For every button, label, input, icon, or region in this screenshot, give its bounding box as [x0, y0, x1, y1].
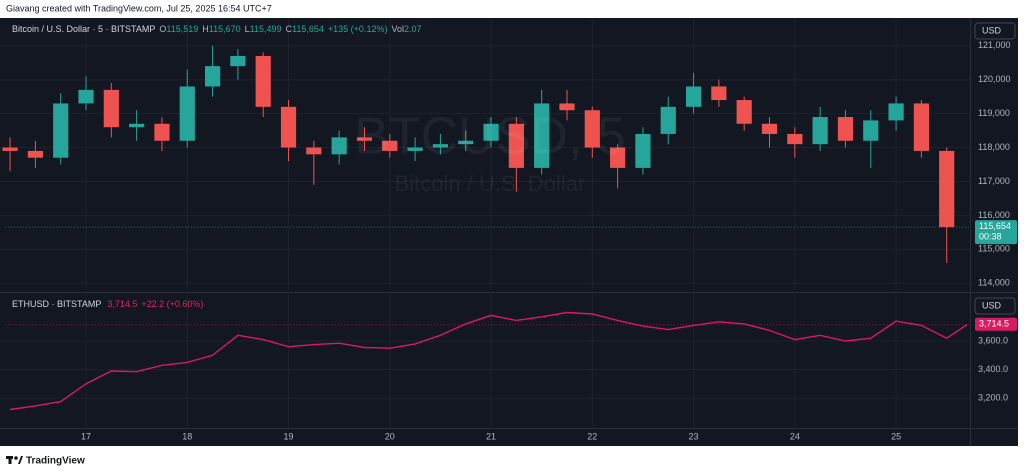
y-tick-label: 117,000: [978, 176, 1010, 186]
x-tick-label: 19: [284, 431, 294, 441]
candle-body: [432, 144, 449, 148]
y-tick-label: 118,000: [978, 142, 1010, 152]
x-tick-label: 24: [790, 431, 800, 441]
candle-body: [255, 55, 271, 107]
legend-change: +22.2 (+0.60%): [141, 299, 203, 309]
currency-button: [974, 22, 1016, 40]
candle-body: [483, 123, 499, 141]
legend-symbol: Bitcoin / U.S. Dollar · 5 · BITSTAMP: [12, 24, 155, 34]
candle-body: [863, 120, 879, 141]
candle-body: [382, 140, 398, 151]
legend-key: H: [202, 24, 209, 34]
x-tick-label: 20: [385, 431, 395, 441]
candle-body: [559, 103, 575, 111]
candle-body: [812, 117, 828, 145]
x-tick-label: 21: [486, 431, 496, 441]
candle-body: [407, 147, 423, 151]
candle-body: [154, 123, 170, 141]
x-tick-label: 23: [689, 431, 699, 441]
countdown: 00:38: [979, 231, 1002, 241]
x-tick-label: 18: [182, 431, 192, 441]
candle-body: [306, 147, 322, 155]
y-tick-label: 3,600.0: [978, 335, 1008, 345]
candle-body: [939, 150, 955, 228]
candle-body: [736, 100, 752, 124]
candle-body: [837, 117, 854, 141]
chart-background: [0, 18, 1018, 446]
brand-logo: [6, 456, 23, 464]
last-price-label: 3,714.5: [979, 319, 1009, 329]
y-tick-label: 115,000: [978, 244, 1010, 254]
candle-body: [610, 147, 626, 168]
candle-body: [53, 103, 69, 158]
candle-body: [280, 106, 297, 148]
candle-body: [635, 133, 651, 168]
pane: [0, 293, 970, 428]
candle-body: [179, 86, 195, 141]
candle-body: [204, 66, 221, 87]
legend: ETHUSD · BITSTAMP 3,714.5 +22.2 (+0.60%): [12, 299, 203, 309]
pane: [0, 18, 970, 290]
brand-name: TradingView: [26, 456, 85, 467]
candle-body: [761, 123, 778, 134]
legend-value: 115,654: [292, 24, 324, 34]
credit: Giavang created with TradingView.com, Ju…: [6, 3, 272, 13]
candle-body: [913, 103, 929, 151]
x-tick-label: 17: [81, 431, 91, 441]
legend-value: 2.07: [404, 24, 422, 34]
legend-key: O: [159, 24, 166, 34]
y-tick-label: 114,000: [978, 278, 1010, 288]
candle-body: [331, 137, 347, 155]
currency-label: USD: [982, 25, 1002, 35]
candle-body: [534, 103, 550, 168]
watermark-ticker: BTCUSD, 5: [354, 108, 626, 166]
legend-value: 115,499: [250, 24, 282, 34]
y-tick-label: 120,000: [978, 74, 1011, 84]
currency-label: USD: [982, 300, 1002, 310]
candle-body: [356, 137, 373, 141]
x-tick-label: 22: [587, 431, 597, 441]
legend-value: 3,714.5: [107, 299, 137, 309]
y-tick-label: 3,200.0: [978, 392, 1008, 402]
y-tick-label: 3,400.0: [978, 364, 1008, 374]
candle-body: [458, 140, 474, 145]
legend-key: L: [245, 24, 250, 34]
candle-body: [787, 133, 803, 145]
y-tick-label: 116,000: [978, 210, 1010, 220]
candle-body: [78, 89, 94, 104]
last-price-tag: [975, 220, 1017, 245]
currency-button: [974, 297, 1016, 315]
watermark-name: Bitcoin / U.S. Dollar: [395, 171, 586, 196]
candle-body: [685, 86, 702, 107]
price-line: [10, 311, 968, 411]
legend-key: C: [286, 24, 293, 34]
y-tick-label: 121,000: [978, 40, 1011, 50]
legend-value: 115,519: [166, 24, 198, 34]
candle-body: [27, 150, 43, 158]
last-price-tag: [975, 317, 1017, 331]
candle-body: [508, 123, 524, 168]
y-tick-label: 119,000: [978, 108, 1010, 118]
x-tick-label: 25: [891, 431, 901, 441]
candle-body: [888, 103, 904, 121]
legend-key: Vol: [391, 24, 404, 34]
legend-value: 115,670: [209, 24, 241, 34]
candle-body: [711, 86, 727, 101]
candle-body: [230, 55, 246, 67]
legend: Bitcoin / U.S. Dollar · 5 · BITSTAMP O115…: [12, 24, 422, 34]
legend-symbol: ETHUSD · BITSTAMP: [12, 299, 101, 309]
legend-change: +135 (+0.12%): [328, 24, 388, 34]
candle-body: [129, 123, 145, 128]
candle-body: [660, 106, 676, 134]
last-price-label: 115,654: [979, 221, 1011, 231]
candle-body: [2, 147, 18, 151]
candle-body: [103, 89, 119, 128]
candle-body: [584, 110, 600, 148]
